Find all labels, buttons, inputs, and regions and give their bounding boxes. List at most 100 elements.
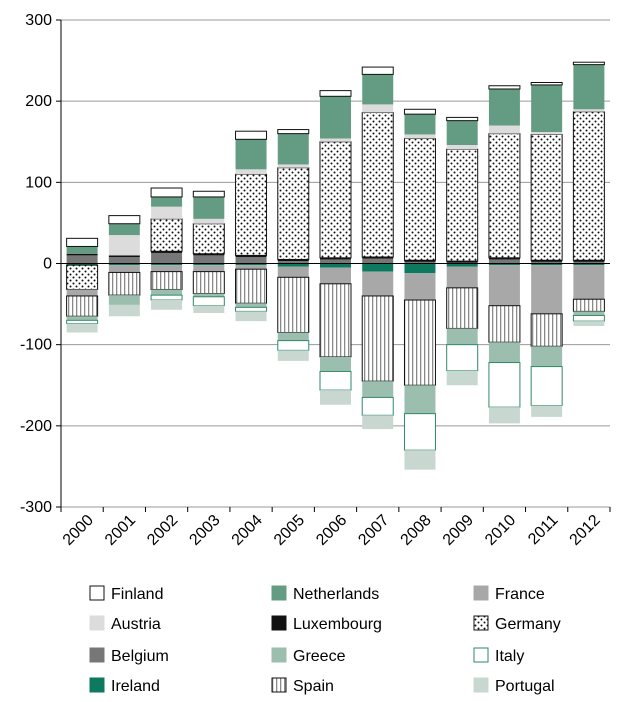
bar-austria-2011 [531, 132, 563, 135]
bar-ireland-2009 [446, 263, 478, 267]
bar-france-2000 [66, 289, 98, 296]
bar-spain-2001 [108, 271, 141, 296]
bar-netherlands-2000 [66, 246, 98, 254]
bar-italy-2008 [403, 413, 436, 451]
bar-luxembourg-2002 [151, 251, 183, 253]
bar-spain-2007 [361, 295, 394, 382]
bar-portugal-2004 [235, 311, 267, 322]
legend-label-finland: Finland [111, 586, 163, 603]
bar-france-2009 [446, 266, 478, 288]
bar-netherlands-2011 [531, 84, 563, 133]
bar-austria-2001 [108, 235, 140, 256]
bar-ireland-2010 [488, 263, 520, 266]
x-tick-labels: 2000 2001 2002 2003 2004 2005 2006 2007 2008 2009… [60, 512, 604, 549]
bar-italy-2006 [319, 370, 352, 391]
bar-germany-2007 [361, 112, 394, 258]
x-tick-label: 2007 [355, 512, 392, 549]
bar-finland-2011 [530, 81, 563, 86]
legend-swatch-germany [473, 615, 489, 631]
bar-greece-2010 [488, 342, 520, 363]
bar-luxembourg-2012 [573, 260, 605, 262]
bar-finland-2001 [108, 215, 141, 225]
bar-italy-2003 [192, 296, 225, 307]
y-tick-label: 0 [43, 256, 52, 273]
bar-luxembourg-2009 [446, 261, 478, 263]
bar-belgium-2006 [320, 259, 351, 264]
bar-belgium-2007 [362, 258, 394, 264]
bar-germany-2006 [319, 141, 352, 259]
bar-italy-2011 [530, 366, 563, 407]
bar-belgium-2012 [573, 261, 605, 264]
legend-swatch-france [473, 585, 489, 601]
bar-greece-2007 [362, 381, 394, 398]
bar-italy-2012 [572, 314, 605, 322]
bar-portugal-2000 [66, 323, 98, 333]
legend-swatch-luxembourg [271, 615, 287, 631]
bar-luxembourg-2011 [531, 260, 563, 262]
bar-belgium-2000 [66, 255, 98, 264]
bar-ireland-2012 [573, 263, 605, 266]
bar-netherlands-2008 [404, 114, 436, 135]
bar-netherlands-2012 [573, 64, 605, 110]
bar-france-2010 [488, 265, 520, 306]
bar-portugal-2012 [573, 321, 605, 326]
bar-portugal-2001 [108, 304, 140, 317]
bar-belgium-2004 [235, 257, 267, 264]
bar-spain-2009 [446, 287, 479, 329]
bar-luxembourg-2000 [66, 253, 98, 256]
bar-belgium-2011 [531, 261, 563, 264]
bar-ireland-2011 [531, 263, 563, 266]
x-tick-label: 2010 [482, 512, 519, 549]
x-tick-label: 2002 [144, 512, 181, 549]
bar-greece-2011 [531, 346, 563, 367]
bar-germany-2012 [572, 111, 605, 261]
axes [56, 19, 611, 512]
legend-label-ireland: Ireland [111, 678, 160, 695]
legend-swatch-spain [271, 677, 287, 693]
legend-label-spain: Spain [293, 678, 334, 695]
bar-portugal-2002 [151, 300, 183, 310]
bar-portugal-2003 [193, 305, 225, 314]
bar-greece-2000 [66, 316, 98, 321]
y-tick-label: -300 [20, 499, 52, 516]
bar-portugal-2011 [531, 405, 563, 417]
bar-luxembourg-2005 [277, 259, 309, 262]
bar-luxembourg-2007 [362, 257, 394, 259]
bar-austria-2004 [235, 169, 267, 175]
bar-austria-2012 [573, 109, 605, 112]
bar-france-2007 [362, 271, 394, 296]
bar-luxembourg-2006 [320, 257, 351, 260]
bar-france-2006 [320, 267, 351, 284]
bar-italy-2002 [150, 294, 183, 301]
bar-spain-2010 [488, 305, 521, 343]
bar-austria-2008 [404, 134, 436, 139]
legend-label-greece: Greece [293, 648, 346, 665]
legend-swatch-italy [473, 647, 489, 663]
legend-label-austria: Austria [111, 616, 161, 633]
bar-germany-2003 [192, 223, 225, 255]
x-tick-label: 2004 [229, 512, 266, 549]
bar-luxembourg-2003 [193, 253, 225, 256]
bar-finland-2003 [192, 190, 225, 198]
bar-austria-2010 [488, 125, 520, 134]
bar-greece-2008 [404, 385, 436, 414]
bar-spain-2012 [572, 298, 605, 312]
bar-ireland-2007 [362, 263, 394, 272]
legend-swatch-austria [89, 615, 105, 631]
bars [66, 61, 605, 470]
bar-austria-2002 [151, 206, 183, 219]
bar-netherlands-2007 [362, 74, 394, 105]
bar-portugal-2005 [277, 350, 309, 361]
bar-germany-2000 [66, 264, 99, 290]
bar-netherlands-2009 [446, 120, 478, 145]
bar-greece-2003 [193, 293, 225, 297]
bar-greece-2006 [320, 356, 351, 372]
bar-finland-2008 [403, 108, 436, 115]
bar-portugal-2008 [404, 450, 436, 470]
bar-spain-2000 [66, 295, 99, 317]
bar-austria-2006 [320, 138, 351, 142]
legend-label-luxembourg: Luxembourg [293, 616, 382, 633]
legend-swatch-ireland [89, 677, 105, 693]
bar-belgium-2001 [108, 257, 140, 264]
